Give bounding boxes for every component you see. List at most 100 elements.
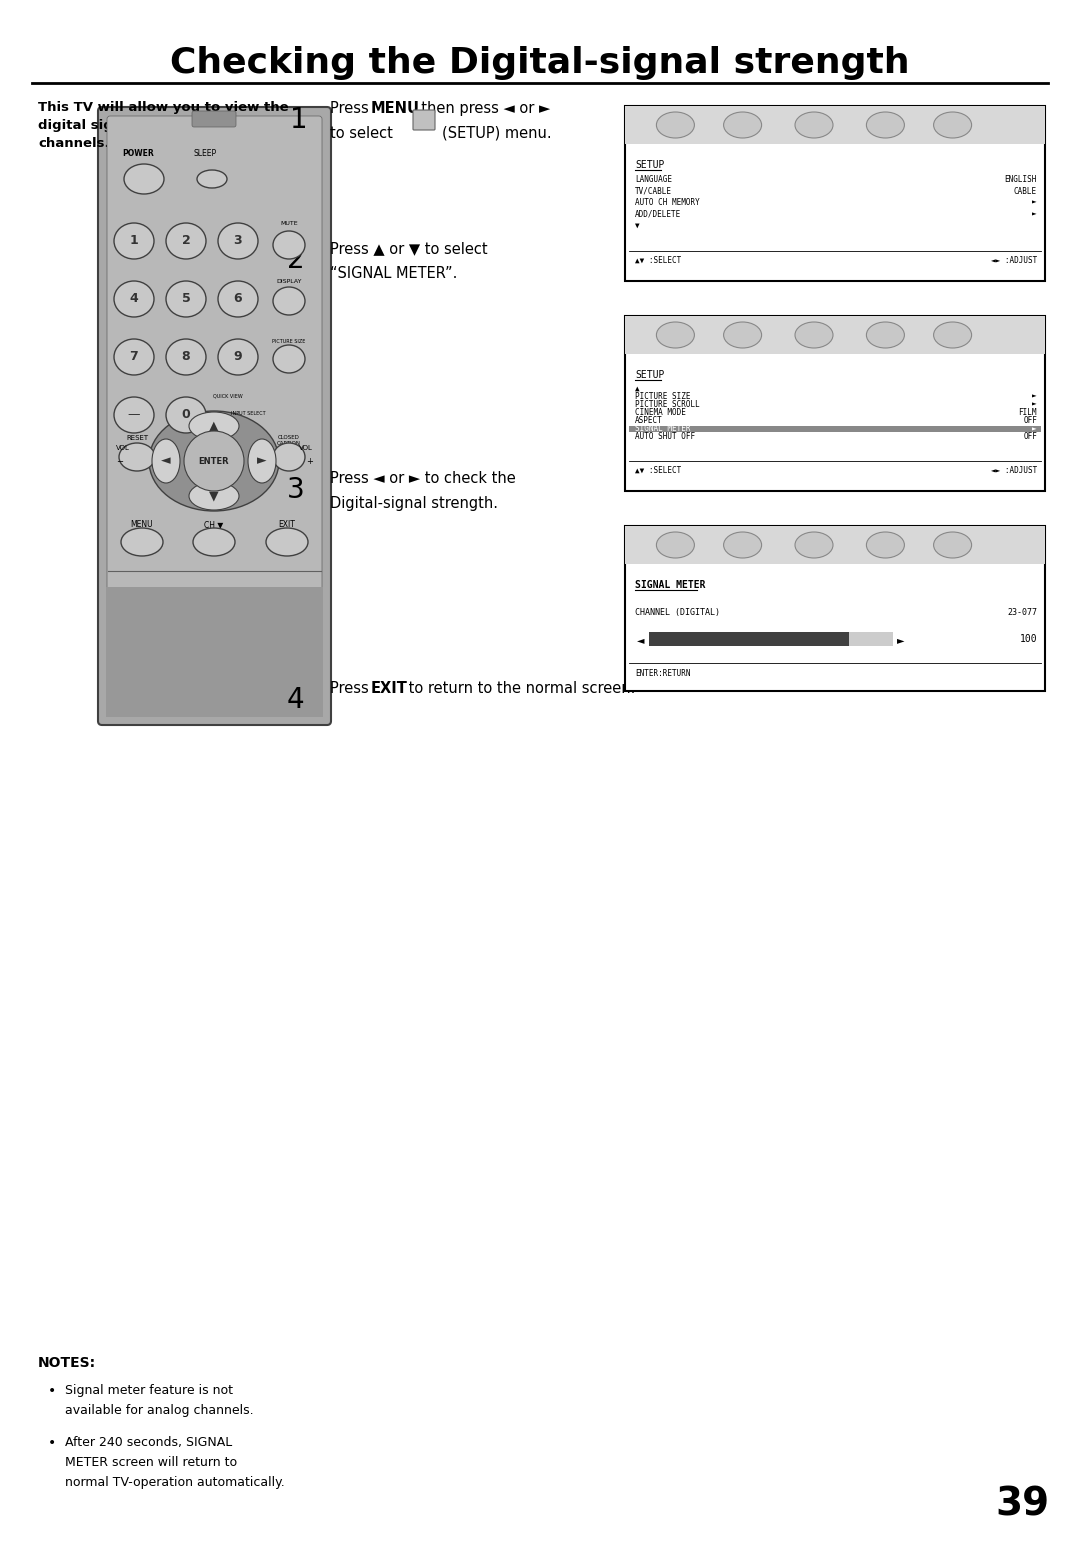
Text: PICTURE SIZE: PICTURE SIZE [272,340,306,344]
Text: ►: ► [257,454,267,467]
Text: available for analog channels.: available for analog channels. [65,1404,254,1418]
Bar [649,631,892,647]
Text: ▼: ▼ [635,220,639,230]
Ellipse shape [166,223,206,259]
Ellipse shape [189,482,239,510]
FancyBboxPatch shape [413,110,435,130]
Text: MUTE: MUTE [280,220,298,226]
Ellipse shape [124,164,164,194]
Ellipse shape [149,411,279,510]
Ellipse shape [724,112,761,138]
Text: ▲: ▲ [635,383,639,392]
Text: ENTER:RETURN: ENTER:RETURN [635,668,690,678]
Text: VOL: VOL [116,445,130,451]
Ellipse shape [273,287,305,315]
Text: 1: 1 [130,234,138,248]
Text: After 240 seconds, SIGNAL: After 240 seconds, SIGNAL [65,1436,232,1449]
Ellipse shape [724,323,761,347]
Text: 3: 3 [233,234,242,248]
Ellipse shape [273,231,305,259]
Text: ▲: ▲ [210,419,219,433]
Text: SLEEP: SLEEP [194,149,217,158]
Text: ENGLISH: ENGLISH [1004,175,1037,185]
Text: 39: 39 [996,1484,1050,1523]
Text: CABLE: CABLE [1014,186,1037,195]
Text: CLOSED
CAPTION: CLOSED CAPTION [276,434,301,445]
Text: to return to the normal screen.: to return to the normal screen. [404,681,635,696]
Text: 8: 8 [181,351,190,363]
Text: SETUP: SETUP [635,160,664,171]
Text: •: • [48,1383,56,1397]
Text: EXIT: EXIT [279,520,296,529]
Text: OFF: OFF [1023,433,1037,442]
Ellipse shape [657,323,694,347]
Ellipse shape [795,532,833,558]
Text: CH ▼: CH ▼ [204,520,224,529]
Text: 23-077: 23-077 [1007,608,1037,617]
Text: MENU: MENU [372,101,420,116]
Text: AUTO SHUT OFF: AUTO SHUT OFF [635,433,696,442]
Text: ►: ► [896,634,904,645]
Ellipse shape [166,397,206,433]
Ellipse shape [218,281,258,316]
Text: CINEMA MODE: CINEMA MODE [635,408,686,417]
Text: digital signal meter for digital: digital signal meter for digital [38,119,265,132]
Text: CH ▲: CH ▲ [215,434,233,440]
Text: ►: ► [1032,425,1037,433]
Text: SETUP: SETUP [635,371,664,380]
Text: FILM: FILM [1018,408,1037,417]
Text: —: — [127,408,140,422]
Text: VOL: VOL [299,445,313,451]
Ellipse shape [152,439,180,482]
Text: Press ◄ or ► to check the: Press ◄ or ► to check the [330,472,516,485]
Text: AUTO CH MEMORY: AUTO CH MEMORY [635,199,700,206]
Text: 6: 6 [233,293,242,306]
Ellipse shape [866,112,904,138]
Bar [625,105,1045,281]
Text: ◄: ◄ [161,454,171,467]
Text: QUICK VIEW: QUICK VIEW [213,392,243,399]
Text: ►: ► [1032,199,1037,206]
Text: This TV will allow you to view the: This TV will allow you to view the [38,101,288,115]
FancyBboxPatch shape [98,107,330,724]
Text: 2: 2 [181,234,190,248]
Text: (SETUP) menu.: (SETUP) menu. [442,126,552,141]
Ellipse shape [166,340,206,375]
Text: 9: 9 [233,351,242,363]
Bar [106,586,323,717]
Text: TV/CABLE: TV/CABLE [635,186,672,195]
Text: normal TV-operation automatically.: normal TV-operation automatically. [65,1477,285,1489]
Text: SIGNAL METER: SIGNAL METER [635,580,705,589]
Text: PICTURE SCROLL: PICTURE SCROLL [635,400,700,409]
Ellipse shape [114,223,154,259]
Text: POWER: POWER [122,149,153,158]
Text: ►: ► [1032,400,1037,409]
Text: ADD/DELETE: ADD/DELETE [635,209,681,219]
Ellipse shape [189,413,239,440]
Text: Press: Press [330,101,374,116]
Text: 2: 2 [287,247,305,275]
Ellipse shape [933,532,972,558]
Text: 100: 100 [1020,634,1037,644]
Text: RESET: RESET [126,434,148,440]
Ellipse shape [248,439,276,482]
Ellipse shape [657,532,694,558]
Text: PICTURE SIZE: PICTURE SIZE [635,392,690,400]
Text: 4: 4 [287,686,305,713]
Ellipse shape [193,527,235,555]
Text: Press: Press [330,681,374,696]
Bar [649,631,849,647]
Text: ◄► :ADJUST: ◄► :ADJUST [990,465,1037,475]
Ellipse shape [218,223,258,259]
Text: 4: 4 [130,293,138,306]
Bar [625,316,1045,354]
Text: 0: 0 [181,408,190,422]
Bar [625,526,1045,692]
Text: −: − [116,458,123,465]
Ellipse shape [273,444,305,472]
Text: channels.: channels. [38,136,110,150]
Text: +: + [306,458,313,465]
Ellipse shape [114,340,154,375]
Ellipse shape [933,323,972,347]
Ellipse shape [218,340,258,375]
